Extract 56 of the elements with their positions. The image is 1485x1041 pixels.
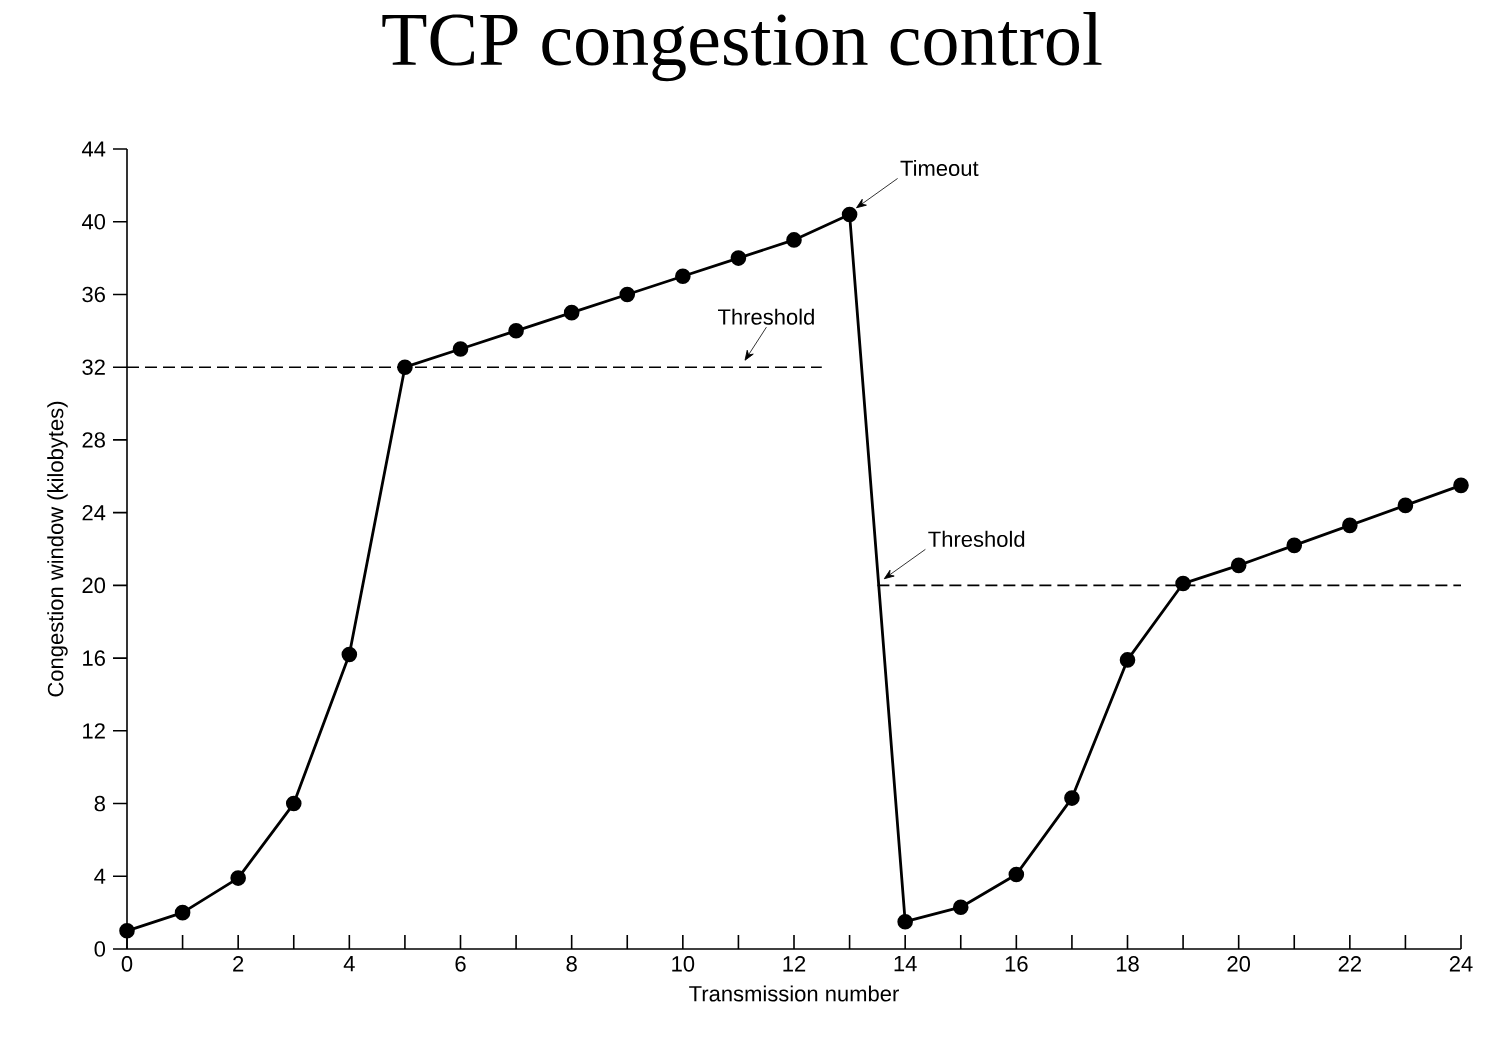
point: [786, 232, 802, 248]
x-tick-label: 14: [894, 956, 917, 972]
point: [1397, 497, 1414, 514]
point: [1119, 652, 1136, 668]
point: [1064, 790, 1080, 806]
annotation: Threshold: [928, 530, 1025, 547]
point: [1453, 477, 1469, 494]
point: [1008, 866, 1025, 883]
y-tick-label: 20: [82, 577, 106, 594]
y-tick-label: 24: [82, 504, 106, 521]
y-tick-label: 8: [94, 795, 105, 812]
x-tick-label: 20: [1227, 956, 1251, 972]
point: [341, 646, 358, 663]
point: [619, 286, 636, 303]
point: [230, 870, 246, 886]
y-tick-label: 36: [82, 286, 105, 303]
x-tick-label: 0: [121, 956, 133, 972]
point: [952, 899, 969, 915]
point: [174, 904, 191, 921]
point: [675, 268, 691, 285]
annotation: Threshold: [718, 308, 814, 325]
point: [1342, 517, 1358, 534]
y-tick-label: 44: [81, 141, 106, 157]
x-tick-label: 24: [1449, 956, 1473, 972]
point: [563, 304, 580, 321]
y-tick-label: 40: [81, 213, 106, 230]
x-tick-label: 12: [783, 956, 806, 972]
point: [841, 206, 858, 223]
point: [397, 359, 413, 375]
y-tick-label: 16: [83, 650, 105, 666]
chart-title: TCP congestion control: [382, 12, 1102, 82]
x-tick-label: 22: [1338, 956, 1361, 972]
point: [730, 250, 747, 266]
point: [1286, 537, 1303, 554]
x-tick-label: 18: [1116, 956, 1139, 972]
y-axis-title: Congestion window (kilobytes): [47, 401, 68, 697]
x-tick-label: 6: [455, 956, 466, 972]
x-tick-label: 2: [233, 956, 244, 972]
point: [508, 323, 524, 339]
point: [452, 341, 469, 357]
point: [1230, 557, 1247, 574]
x-tick-label: 16: [1005, 956, 1028, 972]
y-tick-label: 28: [82, 432, 105, 448]
annotation: Timeout: [900, 159, 979, 177]
x-axis-title: Transmission number: [689, 985, 899, 1002]
point: [1175, 575, 1191, 592]
point: [285, 795, 302, 812]
point: [897, 913, 913, 930]
x-tick-label: 10: [672, 956, 695, 972]
y-tick-label: 32: [82, 359, 105, 375]
point: [119, 923, 135, 939]
x-tick-label: 8: [566, 956, 577, 972]
y-tick-label: 0: [94, 941, 106, 957]
y-tick-label: 12: [83, 723, 105, 739]
x-tick-label: 4: [343, 956, 355, 972]
y-tick-label: 4: [94, 868, 106, 884]
